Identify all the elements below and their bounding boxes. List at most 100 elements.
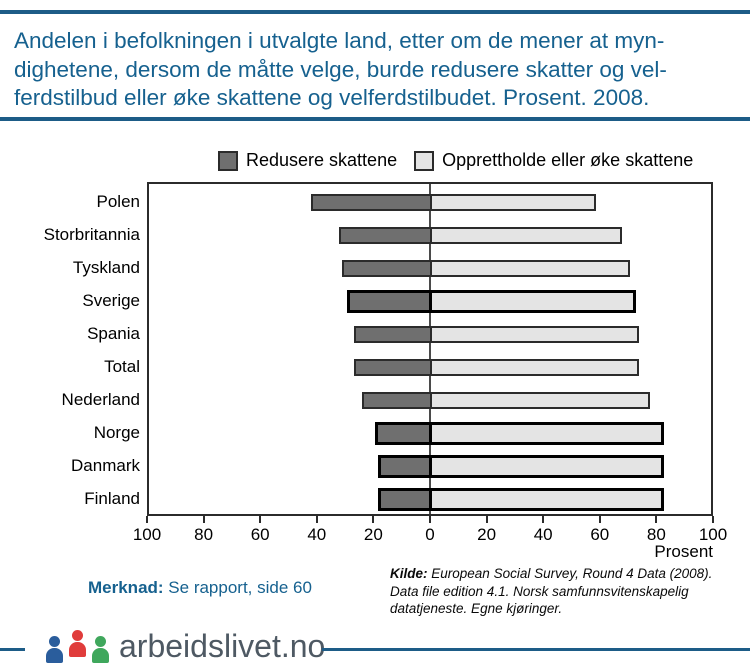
category-label: Sverige [82,290,140,310]
category-label: Finland [84,488,140,508]
legend-item: Opprettholde eller øke skattene [414,150,693,171]
legend-label: Redusere skattene [246,150,398,170]
legend-label: Opprettholde eller øke skattene [442,150,694,170]
axis-tick-label: 100 [132,525,162,544]
source-line-1-text: European Social Survey, Round 4 Data (20… [427,566,713,581]
person-body [92,648,109,663]
bar-segment-reduce-taxes [341,229,432,242]
axis-tick-label: 80 [194,525,214,544]
bar-row-norge [375,422,664,445]
bar-segment-keep-or-raise-taxes [432,262,628,275]
axis-tick-label: 60 [250,525,270,544]
category-label: Norge [93,422,140,442]
note-text: Merknad: Se rapport, side 60 [88,578,312,598]
axis-tick-mark [146,516,148,523]
category-label: Storbritannia [43,224,140,244]
category-label: Total [104,356,140,376]
bar-segment-reduce-taxes [313,196,432,209]
bar-row-storbritannia [339,227,622,244]
bar-segment-keep-or-raise-taxes [432,328,637,341]
bar-row-danmark [378,455,664,478]
person-body [69,642,86,657]
axis-tick-mark [372,516,375,523]
footer-rule-right [322,648,750,651]
x-axis-unit-label: Prosent [654,542,713,561]
bar-row-nederland [362,392,650,409]
bar-segment-reduce-taxes [381,491,432,508]
plot-area [147,182,713,516]
source-line-1: Kilde: European Social Survey, Round 4 D… [390,565,712,583]
x-axis: 100 80 60 40 20 0 20 40 60 80 100 [133,516,727,562]
axis-tick-mark [202,516,205,523]
bar-segment-reduce-taxes [356,361,432,374]
axis-tick-mark [542,516,545,523]
zero-axis-line [429,184,431,514]
bar-segment-reduce-taxes [344,262,432,275]
bar-row-finland [378,488,664,511]
person-body [46,648,63,663]
axis-tick-label: 100 [698,525,728,544]
source-label: Kilde: [390,566,428,581]
bar-segment-reduce-taxes [350,293,432,310]
bar-segment-reduce-taxes [381,458,432,475]
logo-people-icons [46,629,110,663]
bar-segment-reduce-taxes [364,394,432,407]
axis-tick-mark [655,516,658,523]
axis-tick-label: 80 [646,525,666,544]
axis-tick-mark [598,516,601,523]
person-head [72,630,83,641]
category-label: Polen [96,191,140,211]
axis-tick-label: 20 [477,525,497,544]
axis-tick-mark [712,516,714,523]
title-bottom-rule [0,117,750,121]
chart-title-line: Andelen i befolkningen i utvalgte land, … [14,28,665,53]
category-label: Spania [87,323,140,343]
note-body: Se rapport, side 60 [163,578,312,597]
category-labels: Polen Storbritannia Tyskland Sverige Spania T… [0,185,140,515]
bar-row-tyskland [342,260,630,277]
chart-title-line: dighetene, dersom de måtte velge, burde … [14,56,667,82]
chart-legend: Redusere skattene Opprettholde eller øke … [218,150,693,171]
category-label: Nederland [61,389,140,409]
note-label: Merknad: [88,578,164,597]
bar-row-total [354,359,639,376]
category-label: Danmark [71,455,140,475]
person-head [49,636,60,647]
bar-segment-reduce-taxes [378,425,432,442]
person-head [95,636,106,647]
axis-tick-label: 40 [533,525,553,544]
person-icon-green [92,629,110,663]
legend-swatch [414,150,435,171]
bar-row-sverige [347,290,636,313]
axis-tick-label: 20 [363,525,383,544]
legend-item: Redusere skattene [218,150,397,171]
axis-tick-mark [315,516,318,523]
axis-tick-mark [485,516,488,523]
chart-title: Andelen i befolkningen i utvalgte land, … [14,27,667,113]
bar-segment-keep-or-raise-taxes [432,491,661,508]
bar-row-polen [311,194,596,211]
axis-tick-label: 60 [590,525,610,544]
logo-wordmark: arbeidslivet.no [119,628,326,664]
category-label: Tyskland [72,257,140,277]
bar-segment-reduce-taxes [356,328,432,341]
axis-tick-label: 40 [307,525,327,544]
top-rule [0,10,750,14]
person-icon-blue [46,629,64,663]
bar-segment-keep-or-raise-taxes [432,425,661,442]
footer-rule-left [0,648,25,651]
source-text: Kilde: European Social Survey, Round 4 D… [390,565,712,618]
axis-tick-label: 0 [425,525,435,544]
source-line-3: datatjeneste. Egne kjøringer. [390,601,563,616]
chart-title-line: ferdstilbud eller øke skattene og velfer… [14,85,650,110]
bar-segment-keep-or-raise-taxes [432,361,637,374]
bar-row-spania [354,326,639,343]
person-icon-red [69,629,87,663]
bar-segment-keep-or-raise-taxes [432,196,594,209]
legend-swatch [218,150,238,171]
axis-tick-mark [429,516,431,523]
axis-tick-mark [259,516,262,523]
bar-segment-keep-or-raise-taxes [432,293,633,310]
bar-segment-keep-or-raise-taxes [432,229,620,242]
